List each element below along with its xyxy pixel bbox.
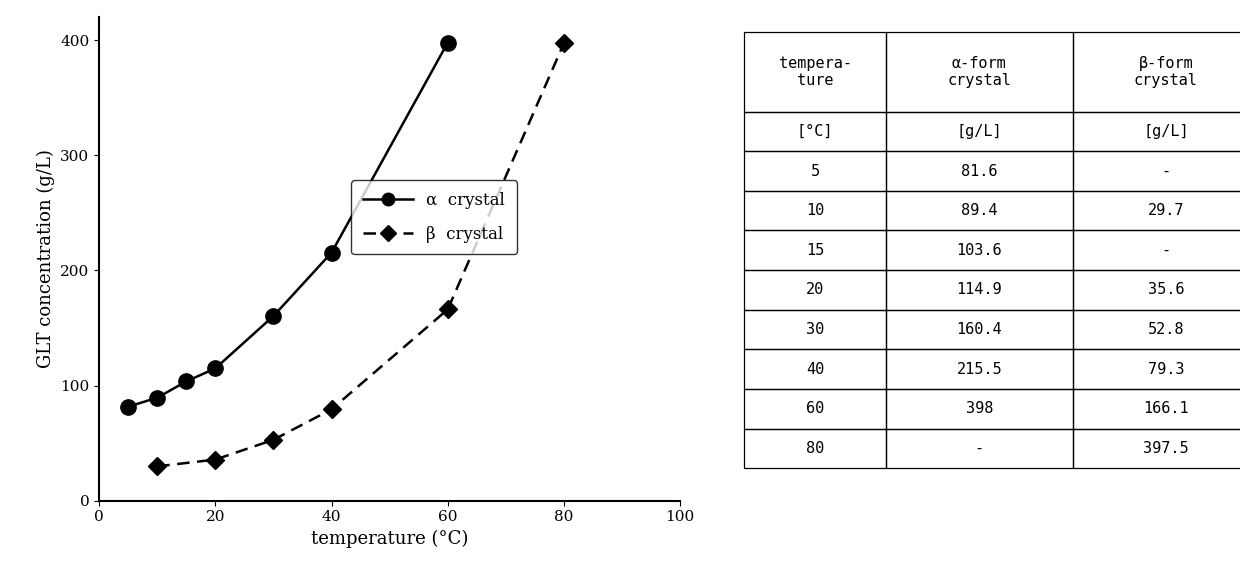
- Text: [g/L]: [g/L]: [956, 124, 1002, 139]
- Line: β  crystal: β crystal: [151, 37, 570, 473]
- Bar: [887, 191, 1073, 230]
- β  crystal: [324, 406, 339, 413]
- Text: 103.6: 103.6: [956, 243, 1002, 258]
- Bar: [887, 428, 1073, 468]
- X-axis label: temperature (°C): temperature (°C): [311, 530, 469, 548]
- Text: α-form
crystal: α-form crystal: [947, 56, 1012, 88]
- Y-axis label: GLT concentration (g/L): GLT concentration (g/L): [36, 150, 55, 368]
- Text: 30: 30: [806, 322, 825, 337]
- Bar: [887, 389, 1073, 428]
- Text: 398: 398: [966, 401, 993, 416]
- β  crystal: [208, 456, 223, 463]
- Bar: [744, 349, 887, 389]
- β  crystal: [267, 436, 281, 443]
- Text: 29.7: 29.7: [1147, 203, 1184, 218]
- α  crystal: [324, 249, 339, 256]
- Bar: [1073, 389, 1240, 428]
- Text: 160.4: 160.4: [956, 322, 1002, 337]
- Text: 114.9: 114.9: [956, 282, 1002, 297]
- Bar: [1073, 270, 1240, 310]
- α  crystal: [267, 313, 281, 320]
- Line: α  crystal: α crystal: [120, 35, 455, 414]
- β  crystal: [150, 463, 165, 470]
- Text: 5: 5: [811, 164, 820, 179]
- Text: 60: 60: [806, 401, 825, 416]
- Text: 80: 80: [806, 441, 825, 456]
- Bar: [887, 151, 1073, 191]
- Bar: [887, 310, 1073, 349]
- Text: 20: 20: [806, 282, 825, 297]
- Text: 10: 10: [806, 203, 825, 218]
- Text: 215.5: 215.5: [956, 361, 1002, 377]
- Bar: [887, 112, 1073, 151]
- Bar: [1073, 151, 1240, 191]
- Bar: [744, 191, 887, 230]
- α  crystal: [150, 394, 165, 401]
- Text: β-form
crystal: β-form crystal: [1133, 56, 1198, 88]
- Bar: [887, 349, 1073, 389]
- Text: 15: 15: [806, 243, 825, 258]
- Text: 52.8: 52.8: [1147, 322, 1184, 337]
- Bar: [744, 428, 887, 468]
- Bar: [887, 230, 1073, 270]
- Text: 35.6: 35.6: [1147, 282, 1184, 297]
- α  crystal: [179, 378, 193, 385]
- Bar: [887, 270, 1073, 310]
- β  crystal: [557, 40, 572, 47]
- Bar: [1073, 112, 1240, 151]
- α  crystal: [208, 365, 223, 372]
- α  crystal: [120, 403, 135, 410]
- Text: tempera-
ture: tempera- ture: [779, 56, 852, 88]
- Legend: α  crystal, β  crystal: α crystal, β crystal: [351, 180, 517, 254]
- Bar: [744, 270, 887, 310]
- Text: 81.6: 81.6: [961, 164, 997, 179]
- α  crystal: [440, 39, 455, 46]
- Bar: [1073, 428, 1240, 468]
- Text: 89.4: 89.4: [961, 203, 997, 218]
- Bar: [1073, 310, 1240, 349]
- Bar: [744, 310, 887, 349]
- Text: 40: 40: [806, 361, 825, 377]
- Bar: [1073, 191, 1240, 230]
- Text: 397.5: 397.5: [1143, 441, 1189, 456]
- Bar: [1073, 32, 1240, 112]
- Text: [g/L]: [g/L]: [1143, 124, 1189, 139]
- Bar: [744, 389, 887, 428]
- Bar: [744, 151, 887, 191]
- Text: -: -: [1162, 164, 1171, 179]
- Text: [°C]: [°C]: [797, 124, 833, 139]
- Bar: [887, 32, 1073, 112]
- Text: -: -: [1162, 243, 1171, 258]
- Bar: [1073, 349, 1240, 389]
- β  crystal: [440, 306, 455, 313]
- Bar: [1073, 230, 1240, 270]
- Text: 166.1: 166.1: [1143, 401, 1189, 416]
- Bar: [744, 112, 887, 151]
- Text: 79.3: 79.3: [1147, 361, 1184, 377]
- Text: -: -: [975, 441, 983, 456]
- Bar: [744, 230, 887, 270]
- Bar: [744, 32, 887, 112]
